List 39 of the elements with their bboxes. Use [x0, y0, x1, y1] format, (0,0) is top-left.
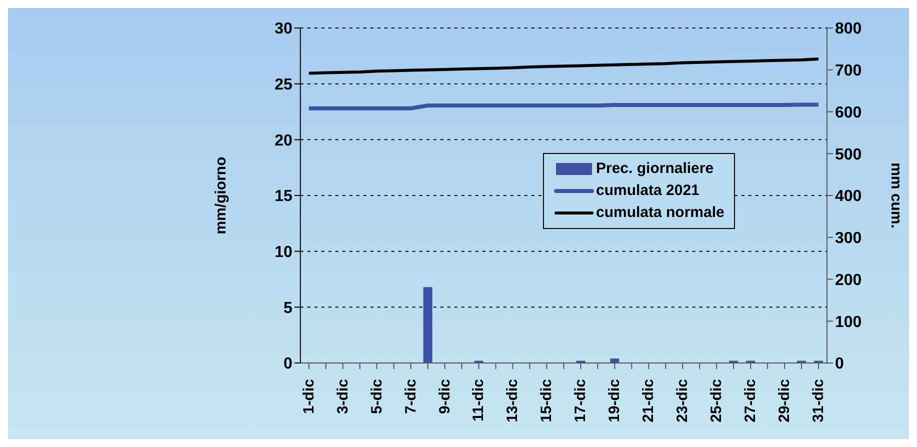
y2-tick-label: 100 — [835, 314, 862, 331]
y-tick-label: 30 — [274, 20, 292, 38]
y2-tick-label: 600 — [835, 104, 862, 122]
y2-tick-label: 400 — [835, 188, 862, 206]
x-tick-label: 27-dic — [742, 379, 760, 422]
legend-label: cumulata normale — [596, 203, 724, 223]
y-tick-label: 25 — [274, 76, 292, 94]
y2-axis-title: mm cum. — [888, 162, 905, 228]
line-series — [307, 57, 820, 75]
x-tick-label: 1-dic — [300, 379, 318, 414]
x-tick-label: 31-dic — [810, 379, 828, 422]
y2-tick-label: 700 — [835, 62, 862, 80]
x-tick-label: 3-dic — [334, 379, 352, 414]
x-tick-label: 11-dic — [470, 379, 488, 422]
x-tick-label: 21-dic — [640, 379, 658, 422]
y2-tick-label: 300 — [835, 230, 862, 248]
legend-label: cumulata 2021 — [596, 181, 700, 201]
x-tick-label: 5-dic — [368, 379, 386, 414]
y-tick-label: 20 — [274, 132, 292, 150]
y-tick-label: 5 — [283, 300, 292, 317]
y2-tick-label: 800 — [835, 20, 862, 38]
x-tick-label: 17-dic — [572, 379, 590, 422]
x-tick-label: 15-dic — [538, 379, 556, 422]
y-axis-title: mm/giorno — [212, 156, 230, 234]
y2-tick-label: 0 — [835, 356, 844, 373]
y-tick-label: 15 — [274, 188, 292, 206]
x-tick-label: 19-dic — [606, 379, 624, 422]
x-tick-label: 13-dic — [504, 379, 522, 422]
legend-label: Prec. giornaliere — [596, 159, 714, 179]
x-tick-label: 9-dic — [436, 379, 454, 414]
x-tick-label: 25-dic — [708, 379, 726, 422]
y2-tick-label: 500 — [835, 146, 862, 164]
x-tick-label: 7-dic — [402, 379, 420, 414]
x-tick-label: 23-dic — [674, 379, 692, 422]
y-tick-label: 10 — [274, 244, 292, 262]
y-tick-label: 0 — [283, 356, 292, 373]
y2-tick-label: 200 — [835, 272, 862, 289]
x-tick-label: 29-dic — [776, 379, 794, 422]
bar — [423, 287, 432, 363]
